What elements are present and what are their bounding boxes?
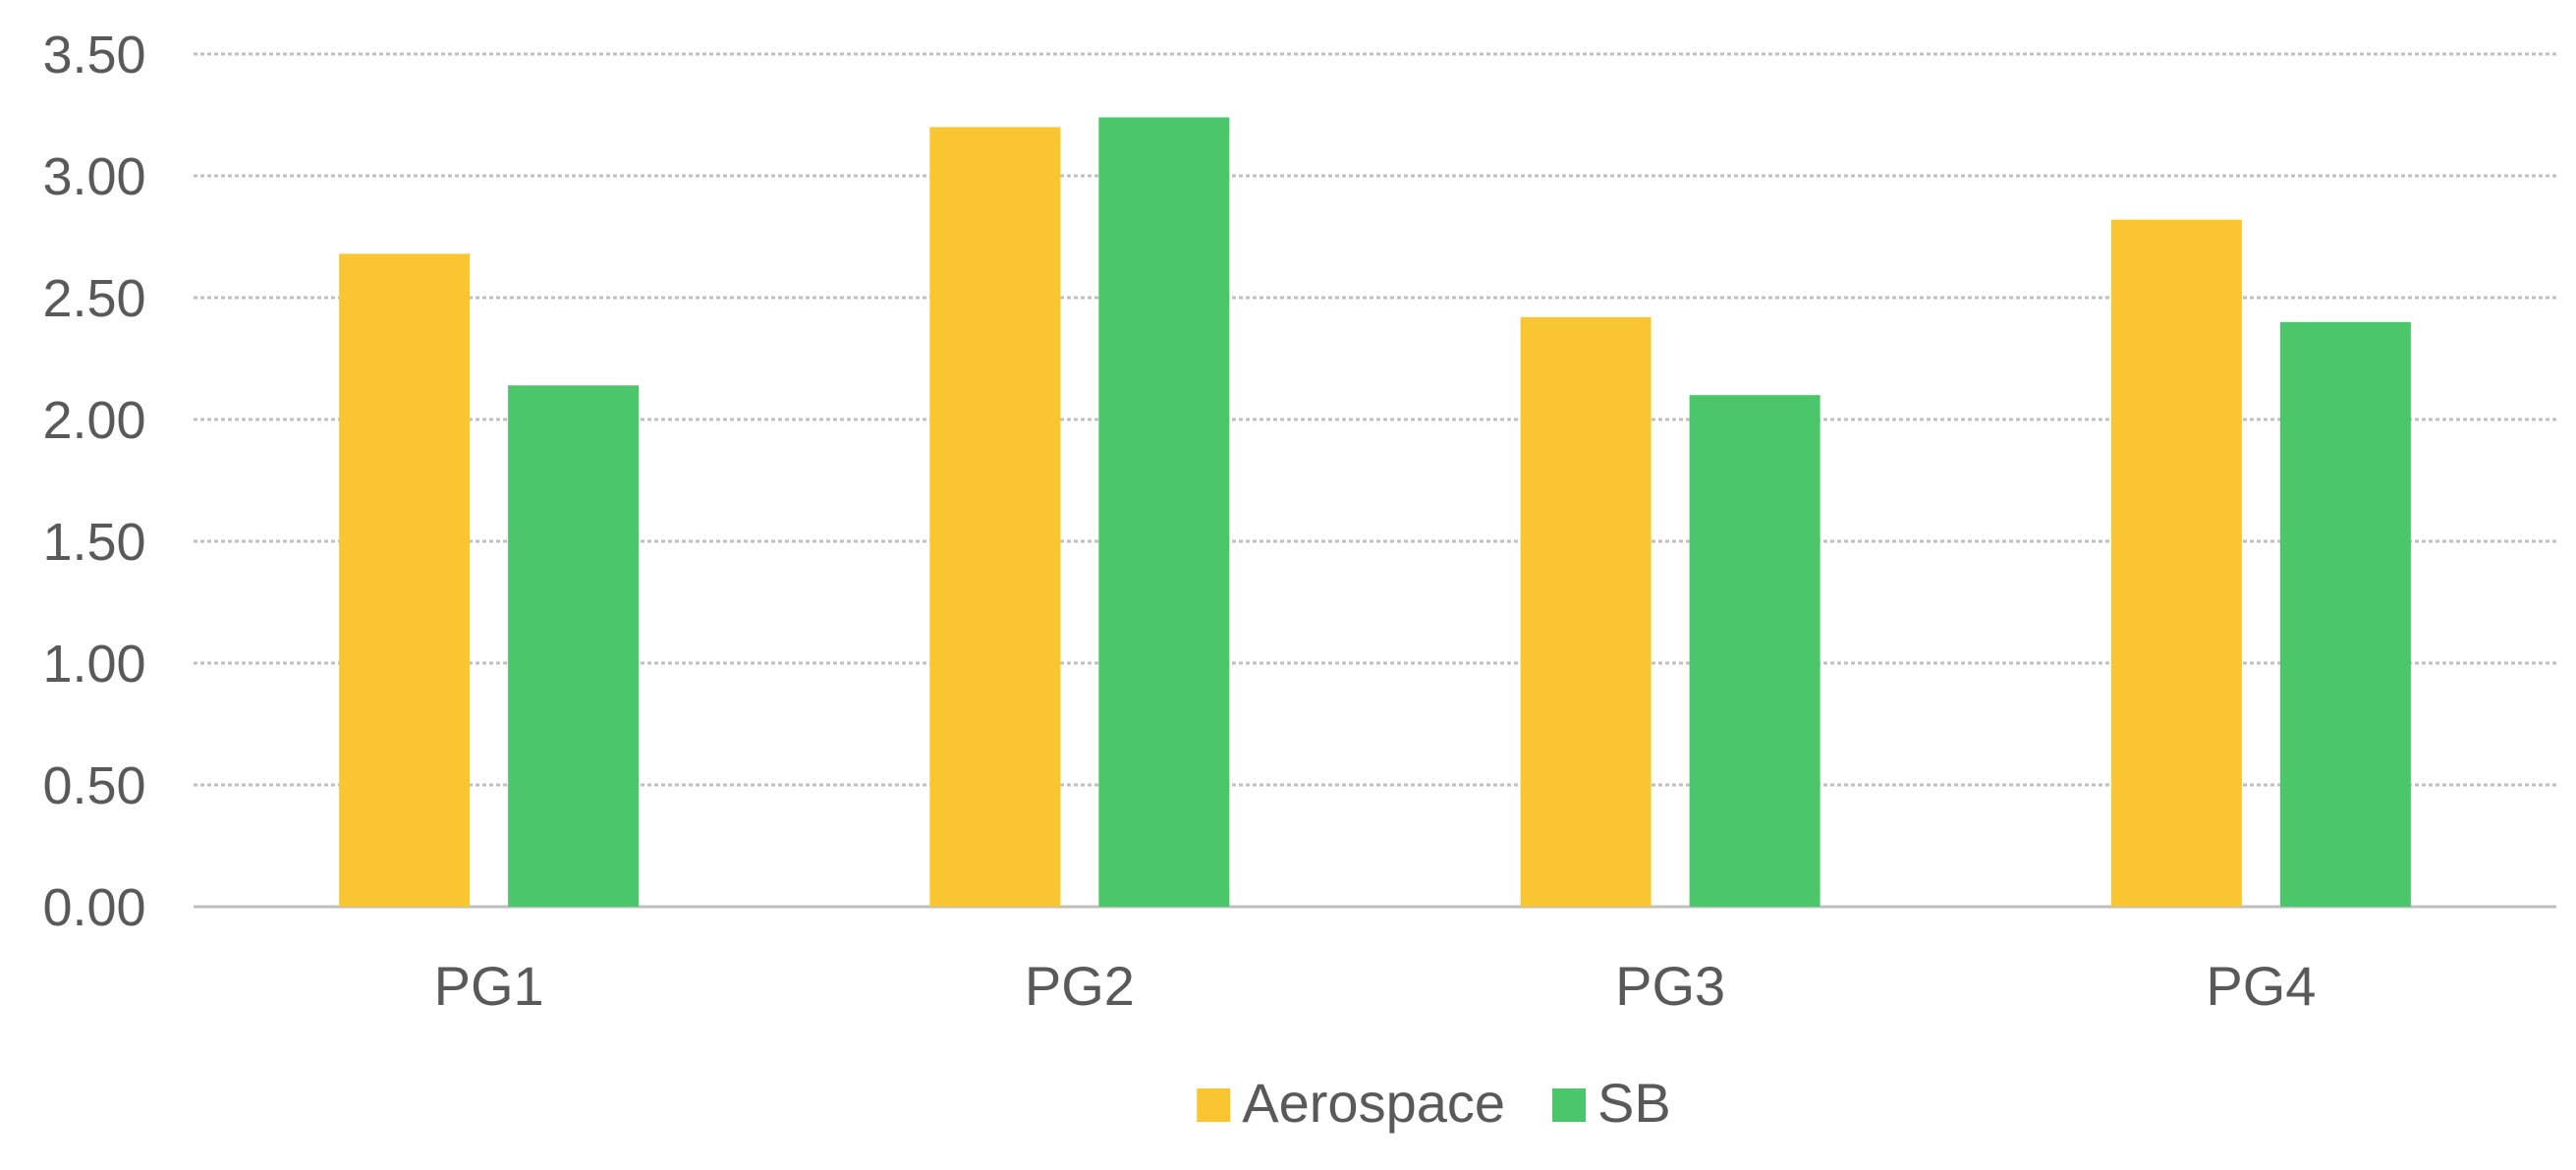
- bars: [339, 117, 2411, 908]
- y-axis-tick-labels: 0.00 0.50 1.00 1.50 2.00 2.50 3.00 3.50: [42, 26, 145, 937]
- y-tick-label: 1.50: [42, 513, 145, 572]
- y-tick-label: 0.00: [42, 878, 145, 937]
- x-axis-tick-labels: PG1 PG2 PG3 PG4: [434, 955, 2317, 1017]
- y-tick-label: 3.50: [42, 26, 145, 84]
- bar-aerospace-pg2: [929, 127, 1061, 907]
- bar-aerospace-pg3: [1520, 316, 1652, 908]
- bar-sb-pg2: [1098, 117, 1230, 908]
- legend-item-aerospace: Aerospace: [1197, 1072, 1505, 1134]
- x-tick-label: PG2: [1025, 955, 1135, 1017]
- y-tick-label: 0.50: [42, 756, 145, 815]
- legend: Aerospace SB: [1197, 1072, 1671, 1134]
- legend-label: Aerospace: [1242, 1072, 1505, 1134]
- y-tick-label: 3.00: [42, 147, 145, 206]
- x-tick-label: PG4: [2206, 955, 2316, 1017]
- bar-aerospace-pg4: [2110, 219, 2242, 907]
- bar-sb-pg3: [1689, 395, 1820, 907]
- legend-swatch: [1197, 1088, 1231, 1122]
- y-tick-label: 2.50: [42, 269, 145, 328]
- x-tick-label: PG3: [1615, 955, 1725, 1017]
- y-tick-label: 2.00: [42, 391, 145, 450]
- bar-aerospace-pg1: [339, 253, 471, 907]
- legend-item-sb: SB: [1552, 1072, 1671, 1134]
- y-tick-label: 1.00: [42, 635, 145, 694]
- x-tick-label: PG1: [434, 955, 544, 1017]
- legend-label: SB: [1597, 1072, 1671, 1134]
- bar-sb-pg1: [508, 385, 640, 907]
- legend-swatch: [1552, 1088, 1587, 1122]
- bar-sb-pg4: [2279, 321, 2411, 907]
